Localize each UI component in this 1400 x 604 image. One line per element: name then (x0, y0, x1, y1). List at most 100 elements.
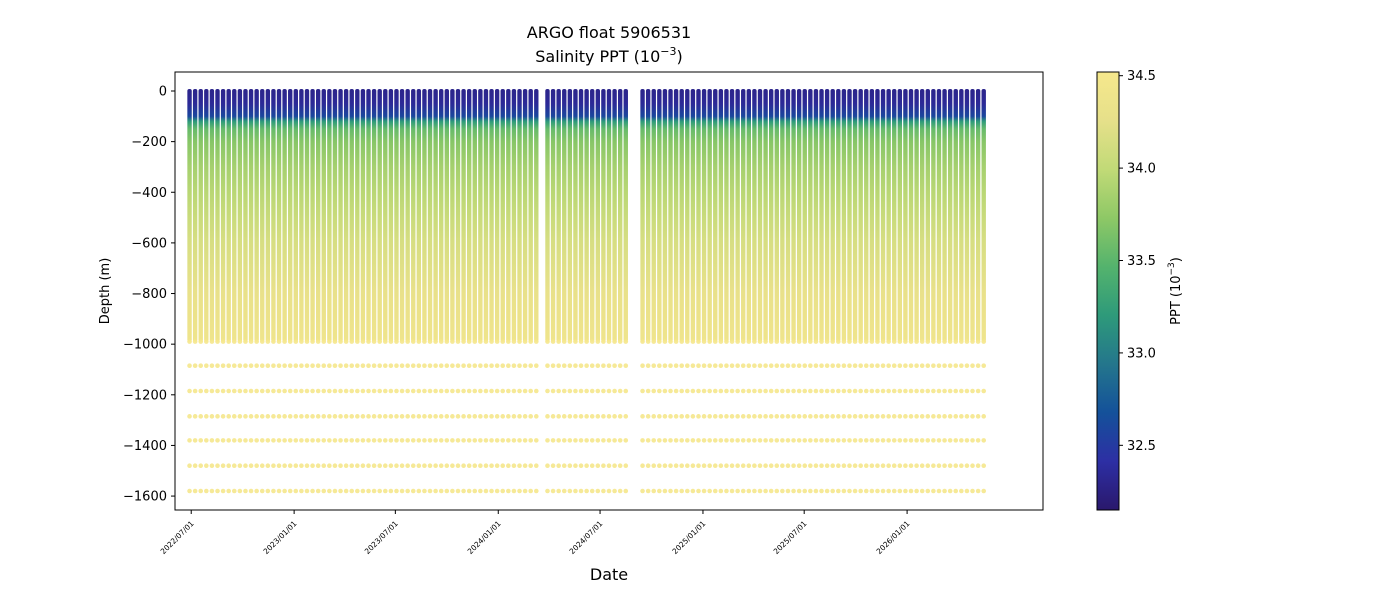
deep-sample-point (545, 414, 550, 419)
deep-sample-point (293, 414, 299, 419)
deep-sample-point (226, 488, 231, 494)
deep-sample-point (304, 339, 310, 344)
deep-sample-point (863, 438, 869, 443)
deep-sample-point (836, 438, 841, 443)
salinity-profile (293, 88, 299, 342)
deep-sample-point (919, 363, 925, 368)
salinity-profile (232, 88, 237, 342)
deep-sample-point (819, 388, 824, 394)
x-tick-label: 2025/01/01 (670, 519, 707, 556)
deep-sample-point (371, 414, 377, 419)
salinity-profile (472, 88, 477, 342)
deep-sample-point (617, 438, 623, 443)
deep-sample-point (701, 438, 707, 443)
deep-sample-point (696, 363, 701, 368)
salinity-profile (383, 88, 388, 342)
deep-sample-point (824, 488, 830, 494)
deep-sample-point (791, 363, 796, 368)
deep-sample-point (668, 414, 673, 419)
y-tick-label: 0 (159, 84, 167, 99)
salinity-profile (780, 88, 785, 342)
colorbar-label: PPT (10−3) (1167, 257, 1184, 325)
deep-sample-point (422, 438, 427, 443)
deep-sample-point (813, 488, 819, 494)
deep-sample-point (293, 388, 299, 394)
deep-sample-point (394, 463, 399, 468)
deep-sample-point (824, 463, 830, 468)
deep-sample-point (388, 414, 394, 419)
deep-sample-point (684, 463, 690, 468)
deep-sample-point (533, 363, 539, 368)
deep-sample-point (248, 363, 254, 368)
salinity-profile (707, 88, 712, 342)
deep-sample-point (981, 488, 987, 494)
deep-sample-point (690, 488, 696, 494)
deep-sample-point (953, 414, 959, 419)
salinity-profile (517, 88, 522, 342)
deep-sample-point (684, 339, 690, 344)
deep-sample-point (287, 388, 293, 394)
deep-sample-point (573, 339, 578, 344)
deep-sample-point (908, 414, 914, 419)
deep-sample-point (293, 438, 299, 443)
deep-sample-point (584, 414, 589, 419)
deep-sample-point (371, 363, 377, 368)
deep-sample-point (511, 463, 517, 468)
deep-sample-point (931, 438, 936, 443)
deep-sample-point (774, 488, 780, 494)
deep-sample-point (506, 438, 511, 443)
deep-sample-point (533, 339, 539, 344)
chart-title: ARGO float 5906531 (527, 23, 691, 42)
deep-sample-point (863, 463, 869, 468)
deep-sample-point (220, 463, 226, 468)
salinity-profile (796, 88, 802, 342)
deep-sample-point (824, 388, 830, 394)
deep-sample-point (192, 463, 198, 468)
salinity-profile (819, 88, 824, 342)
deep-sample-point (919, 388, 925, 394)
salinity-profile (953, 88, 958, 342)
deep-sample-point (265, 438, 271, 443)
deep-sample-point (847, 339, 852, 344)
deep-sample-point (863, 388, 869, 394)
deep-sample-point (494, 363, 500, 368)
deep-sample-point (450, 339, 455, 344)
deep-sample-point (231, 463, 237, 468)
deep-sample-point (248, 388, 254, 394)
deep-sample-point (349, 388, 355, 394)
deep-sample-point (897, 463, 903, 468)
salinity-profile (489, 88, 494, 342)
deep-sample-point (366, 414, 371, 419)
salinity-profile (355, 88, 360, 342)
deep-sample-point (774, 463, 780, 468)
deep-sample-point (545, 339, 550, 344)
deep-sample-point (355, 388, 360, 394)
salinity-profile (942, 88, 947, 342)
deep-sample-point (349, 414, 355, 419)
deep-sample-point (287, 438, 293, 443)
deep-sample-point (595, 463, 601, 468)
deep-sample-point (561, 414, 567, 419)
deep-sample-point (774, 339, 780, 344)
deep-sample-point (617, 414, 623, 419)
deep-sample-point (433, 363, 438, 368)
deep-sample-point (925, 339, 931, 344)
salinity-profile (947, 88, 953, 342)
deep-sample-point (673, 388, 679, 394)
deep-sample-point (640, 363, 645, 368)
deep-sample-point (500, 488, 506, 494)
deep-sample-point (724, 414, 729, 419)
salinity-profile (657, 88, 662, 342)
deep-sample-point (953, 488, 959, 494)
deep-sample-point (707, 363, 712, 368)
deep-sample-point (271, 363, 276, 368)
deep-sample-point (522, 363, 528, 368)
deep-sample-point (684, 388, 690, 394)
deep-sample-point (338, 438, 343, 443)
deep-sample-point (964, 388, 970, 394)
deep-sample-point (869, 438, 875, 443)
deep-sample-point (204, 463, 209, 468)
deep-sample-point (718, 414, 724, 419)
deep-sample-point (220, 414, 226, 419)
deep-sample-point (690, 363, 696, 368)
